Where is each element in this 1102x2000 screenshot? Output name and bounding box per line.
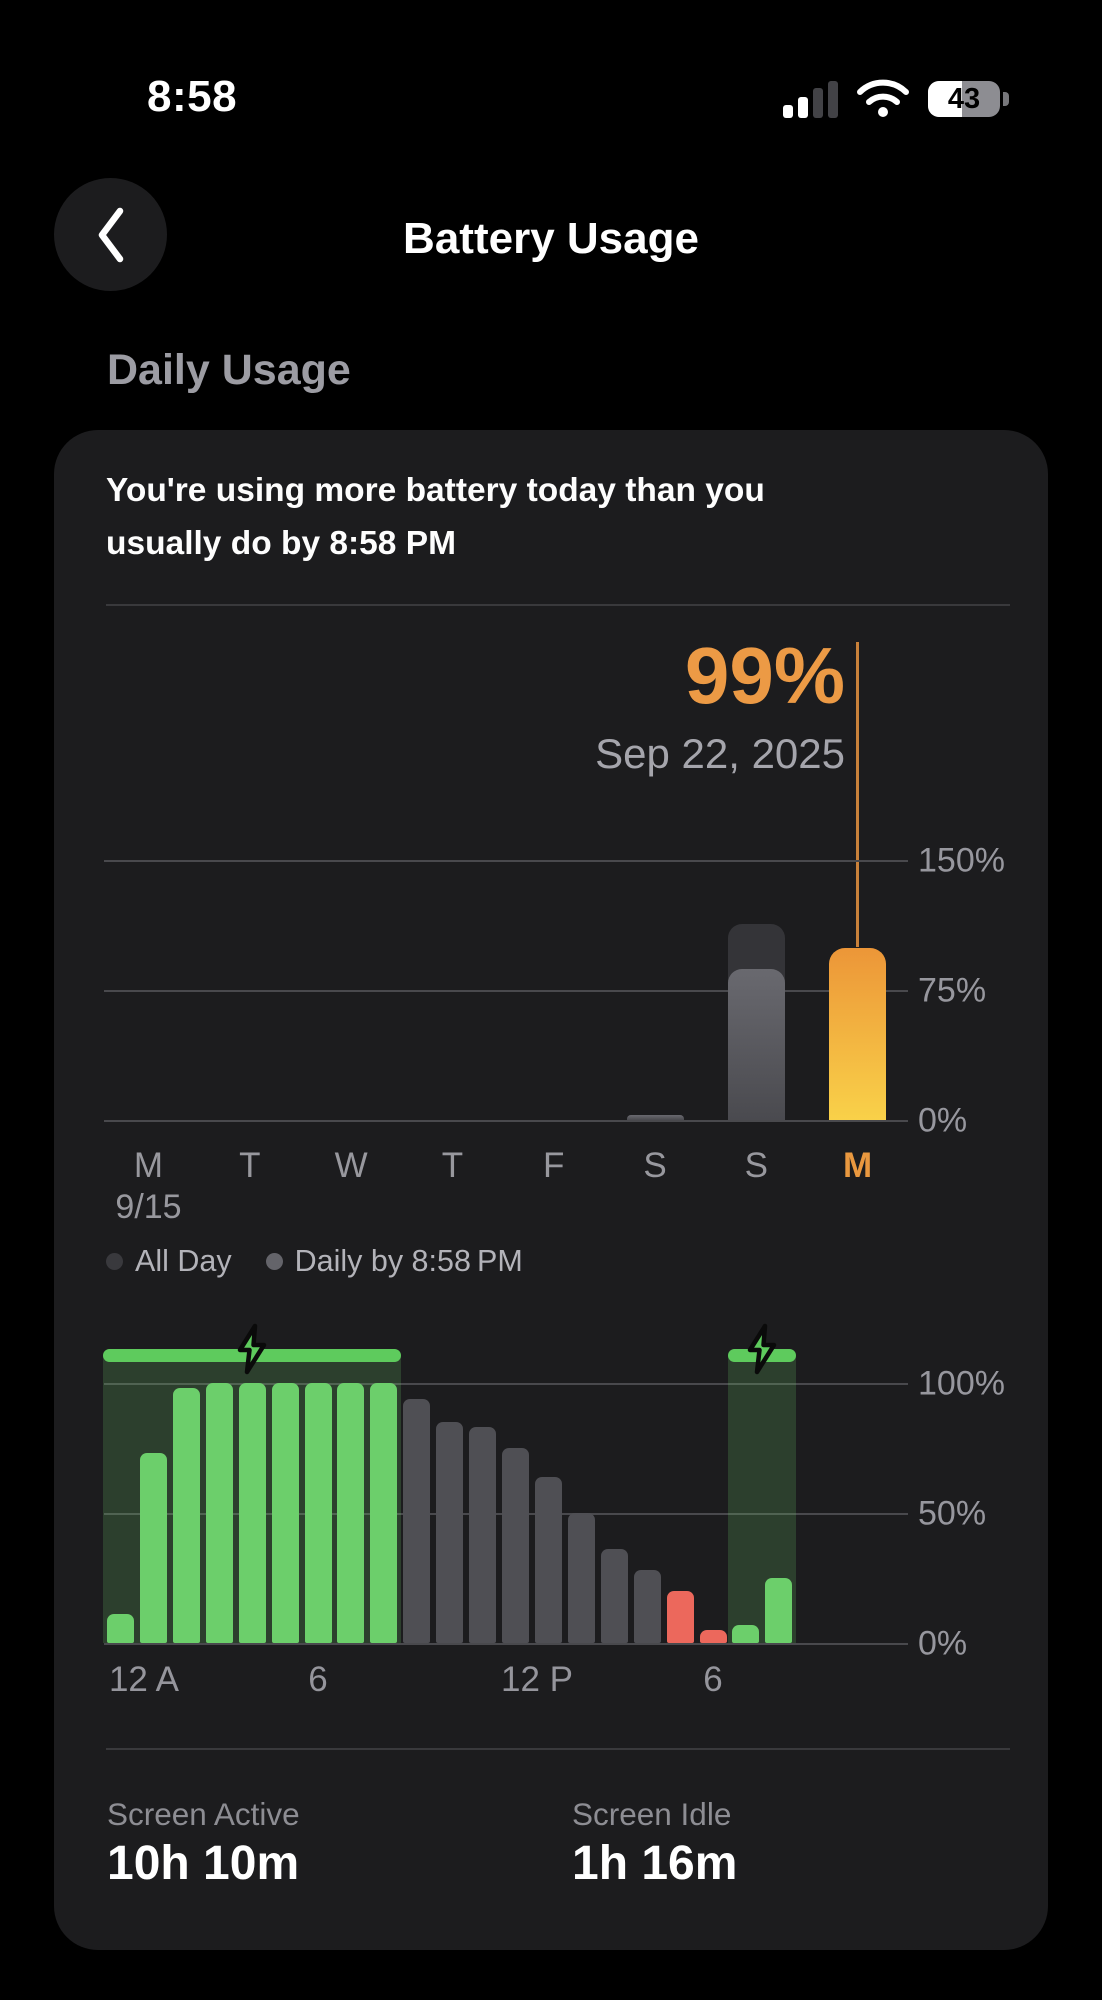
- weekly-day-label: T: [239, 1146, 261, 1185]
- weekly-bar-today[interactable]: [829, 948, 887, 1120]
- weekly-bar-daily-by[interactable]: [626, 1114, 684, 1120]
- hourly-ytick-label: 50%: [918, 1494, 987, 1533]
- usage-headline: You're using more battery today than you…: [106, 464, 806, 570]
- hourly-ytick-label: 0%: [918, 1624, 968, 1663]
- hourly-bar[interactable]: [600, 1549, 628, 1643]
- weekly-day-label: M: [843, 1146, 873, 1185]
- weekly-day-label: F: [542, 1146, 565, 1185]
- selection-cursor-line: [856, 642, 859, 947]
- hourly-bar[interactable]: [403, 1398, 431, 1643]
- divider: [106, 604, 1010, 606]
- weekly-day-sublabel: 9/15: [115, 1188, 182, 1226]
- weekly-day-label: S: [744, 1146, 768, 1185]
- hourly-battery-level-chart[interactable]: 100% 50% 0% 12 A 6 12 P 6: [54, 430, 1048, 1730]
- hourly-gridline: [104, 1643, 908, 1645]
- hourly-bar[interactable]: [666, 1591, 694, 1643]
- usage-headline-line1: You're using more battery today than you: [106, 472, 765, 509]
- cellular-signal-icon: [783, 81, 838, 118]
- hourly-xtick-label: 6: [308, 1660, 328, 1699]
- hourly-bar[interactable]: [139, 1453, 167, 1643]
- hourly-bar[interactable]: [567, 1513, 595, 1643]
- hourly-bar[interactable]: [469, 1427, 497, 1643]
- hourly-gridline: [104, 1383, 908, 1385]
- weekly-day-label: T: [441, 1146, 464, 1185]
- hourly-bar[interactable]: [304, 1383, 332, 1643]
- weekly-ytick-label: 150%: [918, 841, 1005, 880]
- daily-usage-card: You're using more battery today than you…: [54, 430, 1048, 1950]
- hourly-bar[interactable]: [238, 1383, 266, 1643]
- wifi-icon: [857, 79, 909, 117]
- chart-legend: All Day Daily by 8:58 PM: [106, 1244, 523, 1279]
- hourly-bar[interactable]: [699, 1630, 727, 1643]
- hourly-xtick-label: 12 A: [108, 1660, 180, 1699]
- weekly-bar-daily-by[interactable]: [727, 969, 785, 1120]
- divider: [106, 1748, 1010, 1750]
- hourly-bar[interactable]: [205, 1383, 233, 1643]
- hourly-bar[interactable]: [271, 1383, 299, 1643]
- charging-bolt-icon: [743, 1322, 781, 1381]
- all-day-legend-dot: [106, 1253, 123, 1270]
- hourly-xtick-label: 6: [703, 1660, 723, 1699]
- selected-day-percent: 99%: [684, 631, 845, 720]
- weekly-ytick-label: 0%: [918, 1101, 968, 1140]
- hourly-xtick-label: 12 P: [501, 1660, 573, 1699]
- back-button[interactable]: [54, 178, 167, 291]
- status-time: 8:58: [147, 72, 238, 121]
- screen-idle-label: Screen Idle: [572, 1796, 732, 1832]
- hourly-bar[interactable]: [107, 1614, 134, 1643]
- hourly-bar[interactable]: [436, 1422, 464, 1643]
- weekly-gridline: [104, 860, 908, 862]
- weekly-gridline: [104, 990, 908, 992]
- all-day-legend-label: All Day: [135, 1244, 232, 1278]
- weekly-ytick-label: 75%: [918, 971, 987, 1010]
- hourly-bar[interactable]: [337, 1383, 365, 1643]
- screen-active-value: 10h 10m: [107, 1837, 300, 1890]
- weekly-day-label: M: [133, 1146, 164, 1185]
- weekly-usage-chart[interactable]: 150% 75% 0% M 9/15 T W T F S S M: [54, 430, 1048, 1230]
- selected-day-date: Sep 22, 2025: [595, 730, 845, 777]
- weekly-day-label: W: [334, 1146, 368, 1185]
- hourly-bar[interactable]: [370, 1383, 398, 1643]
- hourly-bar[interactable]: [502, 1448, 530, 1643]
- daily-by-legend-dot: [265, 1253, 283, 1270]
- weekly-gridline: [104, 1120, 908, 1122]
- daily-by-legend-label: Daily by 8:58 PM: [294, 1244, 523, 1278]
- hourly-bar[interactable]: [172, 1388, 200, 1643]
- hourly-bar[interactable]: [765, 1578, 793, 1643]
- page-title: Battery Usage: [403, 214, 699, 263]
- hourly-ytick-label: 100%: [918, 1364, 1005, 1403]
- battery-nub: [1003, 92, 1009, 106]
- usage-headline-line2: usually do by 8:58 PM: [106, 525, 456, 562]
- hourly-bar[interactable]: [732, 1624, 760, 1643]
- battery-fill: [928, 81, 962, 117]
- screen-idle-value: 1h 16m: [572, 1837, 738, 1890]
- screen-active-label: Screen Active: [107, 1796, 300, 1832]
- hourly-bar[interactable]: [633, 1570, 661, 1643]
- weekly-day-label: S: [643, 1146, 667, 1185]
- battery-indicator: 43: [928, 81, 1000, 117]
- hourly-bar[interactable]: [534, 1476, 562, 1643]
- chevron-left-icon: [98, 207, 123, 262]
- section-title: Daily Usage: [107, 346, 351, 394]
- charging-bolt-icon: [233, 1322, 271, 1381]
- battery-percent: 43: [947, 82, 981, 115]
